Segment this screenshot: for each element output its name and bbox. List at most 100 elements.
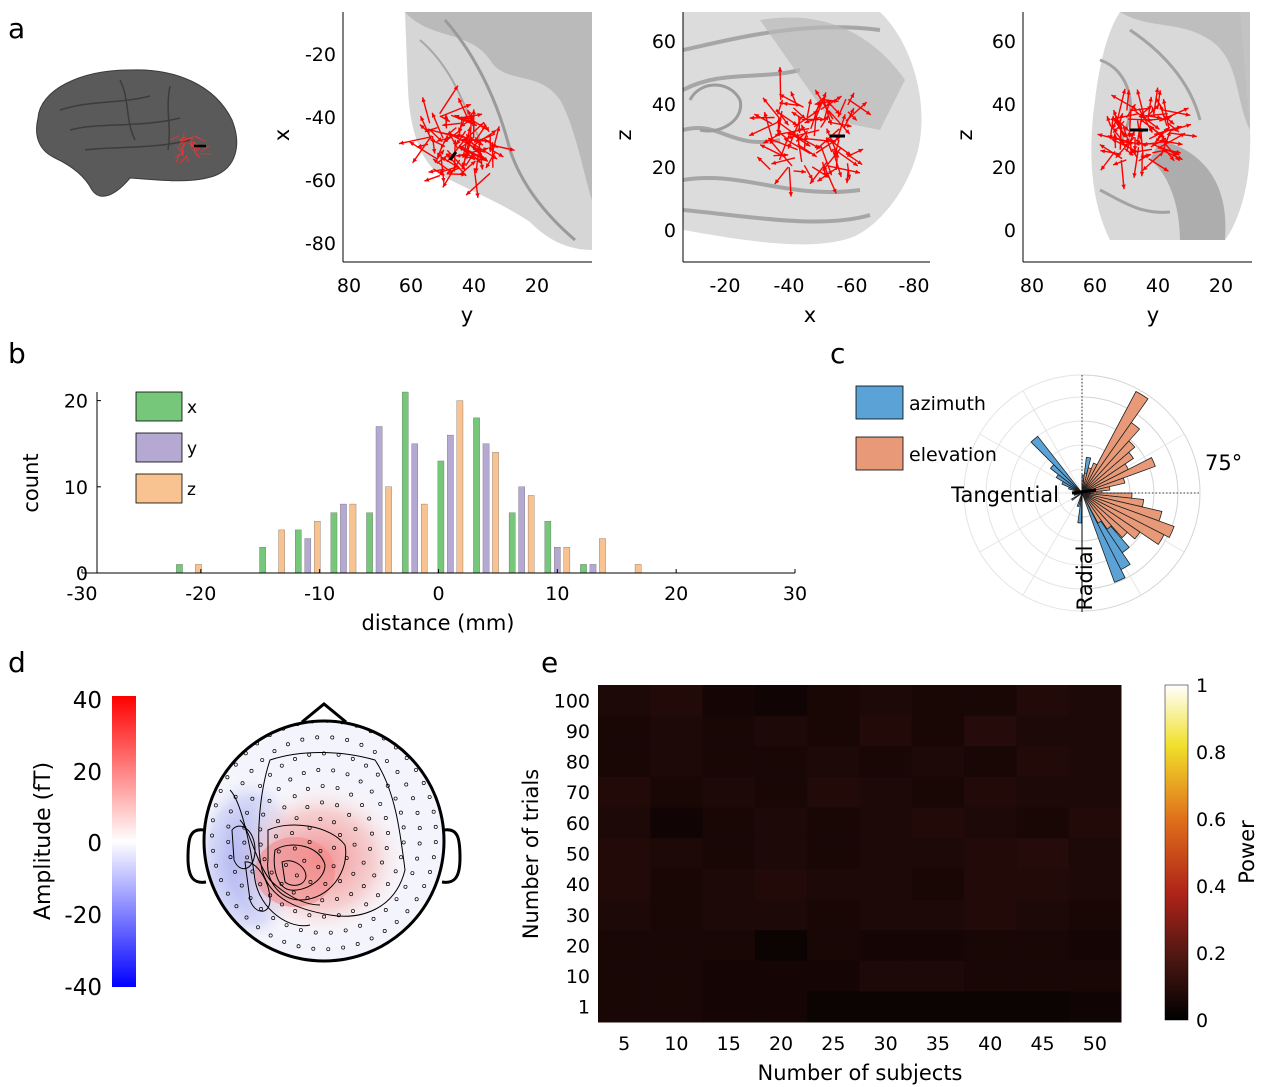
x-tick-label: 35 xyxy=(926,1033,950,1055)
sensor-dot xyxy=(372,873,377,878)
heatmap-cell xyxy=(1016,960,1070,992)
x-tick-label: 45 xyxy=(1030,1033,1054,1055)
sensor-dot xyxy=(276,849,281,854)
heatmap-cell xyxy=(807,715,860,747)
sensor-dot xyxy=(233,869,237,874)
dipole-arrowhead xyxy=(821,96,826,102)
e-cbar-tick: 0.6 xyxy=(1196,809,1226,831)
heatmap-cell xyxy=(702,899,756,931)
heatmap-cell xyxy=(1016,838,1070,870)
legend-swatch-z xyxy=(135,473,183,504)
dipole-arrowhead xyxy=(855,169,860,174)
e-cbar-tick: 0 xyxy=(1196,1010,1208,1032)
dipole-arrowhead xyxy=(424,177,430,182)
heatmap-cell xyxy=(1016,685,1070,717)
y-tick-label: 50 xyxy=(566,844,590,866)
dipole-arrow xyxy=(200,145,210,152)
sensor-dot xyxy=(267,798,272,803)
dipole-arrow xyxy=(398,136,432,145)
dipole-arrow xyxy=(457,97,471,123)
c-angle-label: 75° xyxy=(1205,451,1242,475)
x-tick-label: 20 xyxy=(769,1033,793,1055)
heatmap-cell xyxy=(598,776,651,809)
sensor-dot xyxy=(261,812,266,817)
legend-label-azimuth: azimuth xyxy=(909,393,986,415)
sensor-dot xyxy=(225,891,230,896)
dipole-arrowhead xyxy=(398,140,404,145)
d-colorbar-ticks: 40 20 0 -20 -40 xyxy=(64,688,102,1001)
y-tick-label: 20 xyxy=(64,391,88,413)
heatmap-cell xyxy=(598,685,651,717)
heatmap-cell xyxy=(1068,838,1122,870)
sensor-dot xyxy=(301,771,306,776)
dipole-arrowhead xyxy=(778,99,784,105)
sensor-dot xyxy=(313,930,318,935)
polar-bar xyxy=(1081,467,1092,494)
dipole-arrow xyxy=(1117,88,1126,118)
sensor-dot xyxy=(433,824,438,829)
x-tick-label: 40 xyxy=(978,1033,1002,1055)
polar-bar xyxy=(1081,440,1136,494)
sensor-dot xyxy=(308,880,313,884)
heatmap-cell xyxy=(859,899,913,931)
dipole-arrowhead xyxy=(433,158,439,164)
dipole-arrowhead xyxy=(1131,107,1137,113)
heatmap-cell xyxy=(754,685,808,717)
sensor-dot xyxy=(294,873,299,878)
heatmap-cell xyxy=(702,868,756,900)
sensor-dot xyxy=(336,752,341,757)
dipole-arrowhead xyxy=(788,191,793,197)
sensor-dot xyxy=(242,825,247,830)
bar-y xyxy=(482,443,490,574)
dipole-arrowhead xyxy=(492,154,498,160)
sensor-dot xyxy=(311,946,316,951)
sensor-dot xyxy=(431,809,436,814)
dipole-arrowhead xyxy=(852,161,858,166)
heatmap-cell xyxy=(650,715,704,747)
sensor-dot xyxy=(284,923,289,928)
dipole-arrow xyxy=(828,165,861,174)
legend-label-z: z xyxy=(187,480,196,500)
sensor-dot xyxy=(258,827,263,832)
heatmap-cell xyxy=(1016,746,1070,778)
subplot-a1: -20 -40 -60 -80 80 60 40 20 y x xyxy=(270,12,592,327)
sensor-dot xyxy=(385,882,390,887)
dipole-arrowhead xyxy=(828,170,833,176)
dipole-arrowhead xyxy=(475,193,480,198)
dipole-arrowhead xyxy=(437,152,442,158)
sensor-dot xyxy=(250,796,255,801)
dipole-arrowhead xyxy=(1113,161,1119,166)
bar-y xyxy=(589,564,597,574)
dipole-arrowhead xyxy=(1162,99,1167,104)
dipole-arrowhead xyxy=(801,169,807,174)
dipole-arrowhead xyxy=(465,104,471,109)
dipole-arrowhead xyxy=(801,124,806,130)
sensor-dot xyxy=(294,816,299,821)
heatmap-cell xyxy=(754,868,808,900)
polar-bar xyxy=(1081,492,1141,540)
sensor-dot xyxy=(352,842,357,847)
sensor-dot xyxy=(371,916,376,921)
dipole-arrow xyxy=(180,147,184,156)
e-cbar-tick: 0.8 xyxy=(1196,742,1226,764)
legend-label-y: y xyxy=(187,439,197,459)
dipole-arrowhead xyxy=(1177,141,1183,146)
heatmap-cell xyxy=(754,960,808,992)
sensor-dot xyxy=(369,789,374,794)
dipole-arrow xyxy=(828,110,851,135)
e-ylabel: Number of trials xyxy=(519,769,543,939)
heatmap-cell xyxy=(754,838,808,870)
heatmap-cell xyxy=(911,685,965,717)
a3-xtick: 60 xyxy=(1083,275,1107,297)
sensor-dot xyxy=(305,896,310,901)
heatmap-cell xyxy=(1068,899,1122,931)
sensor-dot xyxy=(415,856,420,861)
e-cbar-tick: 0.2 xyxy=(1196,943,1226,965)
dipole-arrow xyxy=(1160,108,1191,117)
heatmap-cell xyxy=(702,930,756,962)
dipole-arrow xyxy=(796,133,803,163)
sensor-dot xyxy=(347,812,352,817)
heatmap-cell xyxy=(1016,807,1070,839)
polar-grid-spoke xyxy=(1022,390,1083,494)
sensor-dot xyxy=(341,945,346,950)
